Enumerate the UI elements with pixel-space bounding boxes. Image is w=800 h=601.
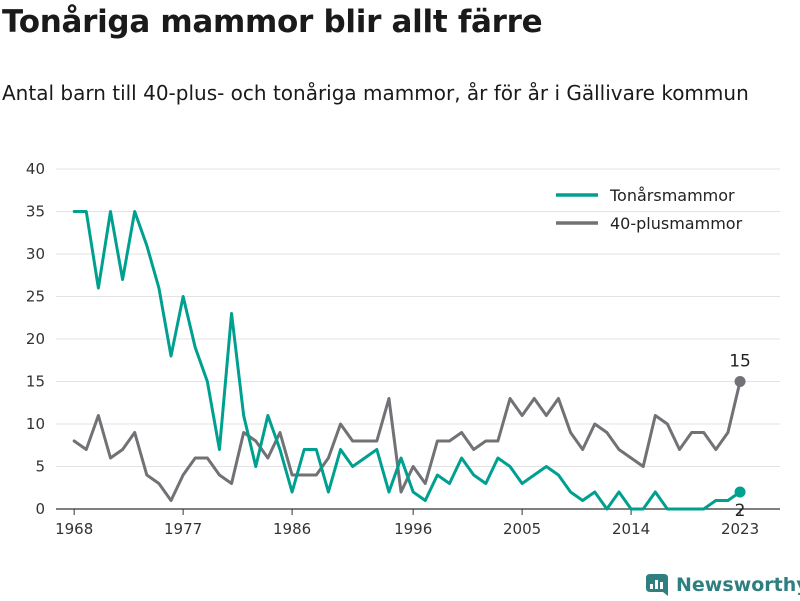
newsworthy-logo-icon <box>646 574 668 596</box>
end-label: 2 <box>735 501 746 521</box>
x-tick-label: 2023 <box>721 520 759 538</box>
y-tick-label: 5 <box>35 458 45 476</box>
y-tick-label: 0 <box>35 500 45 518</box>
end-point-Tonårsmammor <box>734 486 746 498</box>
chart-title: Tonåriga mammor blir allt färre <box>2 4 543 40</box>
y-tick-label: 40 <box>26 160 45 178</box>
x-tick-label: 1996 <box>394 520 432 538</box>
grid-lines <box>56 168 780 510</box>
chart-subtitle: Antal barn till 40-plus- och tonåriga ma… <box>2 81 749 105</box>
x-tick-label: 2005 <box>503 520 541 538</box>
y-axis: 0 5 10 15 20 25 30 35 40 <box>26 160 45 518</box>
legend-label: 40-plusmammor <box>610 214 743 233</box>
y-tick-label: 25 <box>26 288 45 306</box>
legend: Tonårsmammor 40-plusmammor <box>556 186 743 233</box>
x-tick-label: 1986 <box>273 520 311 538</box>
y-tick-label: 10 <box>26 415 45 433</box>
brand-name: Newsworthy <box>676 574 800 596</box>
y-tick-label: 35 <box>26 203 45 221</box>
x-tick-label: 2014 <box>612 520 650 538</box>
legend-label: Tonårsmammor <box>609 186 735 205</box>
x-tick-label: 1968 <box>55 520 93 538</box>
y-tick-label: 20 <box>26 330 45 348</box>
x-tick-label: 1977 <box>164 520 202 538</box>
series-line-Tonårsmammor <box>72 210 742 511</box>
series-line-40-plusmammor <box>72 380 742 502</box>
y-tick-label: 30 <box>26 245 45 263</box>
series-group: 2 15 <box>72 210 751 521</box>
end-label: 15 <box>729 352 751 372</box>
y-tick-label: 15 <box>26 373 45 391</box>
brand-logo: Newsworthy <box>645 569 800 601</box>
end-point-40-plusmammor <box>734 376 746 387</box>
x-axis: 1968 1977 1986 1996 2005 2014 2023 <box>55 509 759 538</box>
